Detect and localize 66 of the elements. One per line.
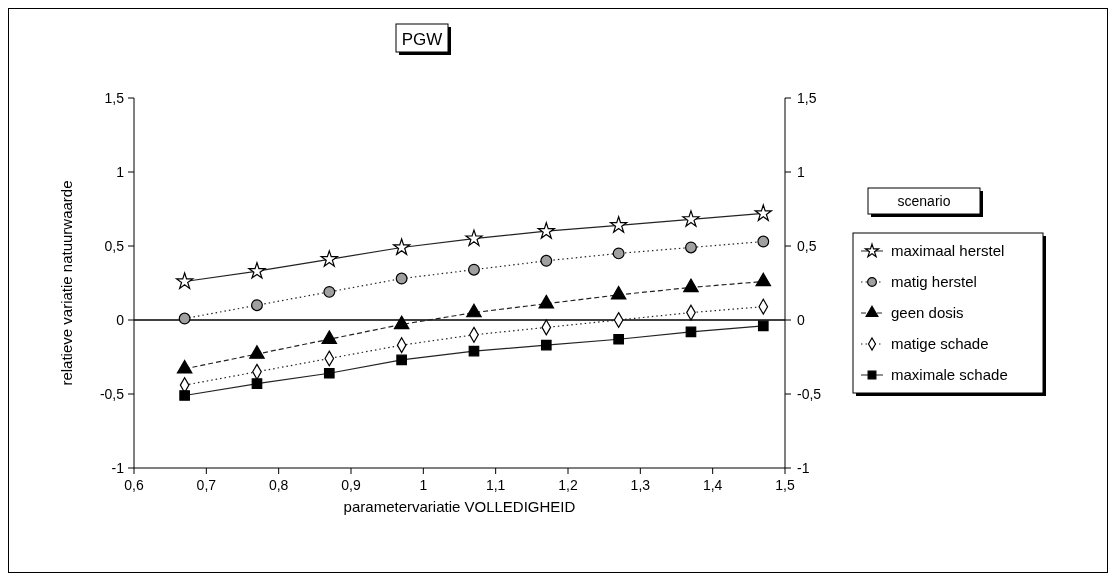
point (251, 378, 263, 389)
x-tick-label: 1,1 (485, 477, 506, 493)
point (609, 216, 628, 233)
point (393, 315, 410, 330)
y2-tick-label: 0 (797, 312, 805, 328)
y2-tick-label: -1 (797, 460, 810, 476)
point (613, 333, 624, 345)
x-tick-label: 0,7 (196, 477, 217, 493)
y-axis-title: relatieve variatie natuurwaarde (58, 180, 75, 386)
point (540, 254, 553, 267)
y-tick-label: -0,5 (99, 386, 125, 402)
x-tick-label: 0,8 (268, 477, 289, 493)
point (176, 359, 193, 374)
point (754, 204, 772, 221)
point (395, 272, 408, 285)
point (320, 250, 338, 267)
chart-title: PGW (401, 30, 443, 49)
point (757, 235, 770, 248)
point (538, 294, 555, 309)
point (682, 210, 700, 227)
y2-tick-label: 0,5 (797, 238, 817, 254)
legend-label: matige schade (891, 335, 989, 352)
point (757, 320, 769, 332)
x-tick-label: 1,4 (702, 477, 723, 493)
point (249, 345, 265, 359)
point (468, 263, 480, 276)
point (685, 241, 697, 254)
y-tick-label: -1 (111, 460, 125, 476)
y-tick-label: 1 (116, 164, 125, 180)
y-tick-label: 0,5 (104, 238, 125, 254)
x-tick-label: 1,5 (775, 477, 795, 493)
point (323, 285, 336, 298)
legend-label: geen dosis (891, 304, 964, 321)
x-tick-label: 0,9 (341, 477, 361, 493)
point (683, 278, 699, 293)
y2-tick-label: 1,5 (797, 90, 817, 106)
x-tick-label: 0,6 (124, 477, 144, 493)
point (392, 238, 411, 255)
point (466, 303, 482, 318)
point (323, 367, 335, 379)
point (175, 272, 194, 289)
point (251, 299, 263, 312)
point (321, 330, 338, 344)
point (540, 339, 552, 351)
y-tick-label: 1,5 (104, 90, 125, 106)
y-tick-label: 0 (116, 312, 125, 328)
point (465, 229, 483, 247)
point (179, 390, 190, 401)
point (396, 354, 407, 366)
point (755, 272, 772, 287)
point (612, 247, 625, 260)
point (537, 222, 555, 239)
legend-label: matig herstel (891, 273, 977, 290)
x-tick-label: 1,2 (558, 477, 578, 493)
legend-label: maximale schade (891, 366, 1008, 383)
legend-label: maximaal herstel (891, 242, 1005, 259)
point (610, 285, 627, 300)
point (248, 262, 266, 279)
x-tick-label: 1,3 (630, 477, 651, 493)
point (178, 312, 191, 325)
point (685, 326, 697, 338)
y2-tick-label: 1 (797, 164, 805, 180)
x-tick-label: 1 (419, 477, 428, 493)
x-axis-title: parametervariatie VOLLEDIGHEID (343, 498, 576, 515)
y2-tick-label: -0,5 (797, 386, 822, 402)
legend-title: scenario (897, 193, 951, 209)
